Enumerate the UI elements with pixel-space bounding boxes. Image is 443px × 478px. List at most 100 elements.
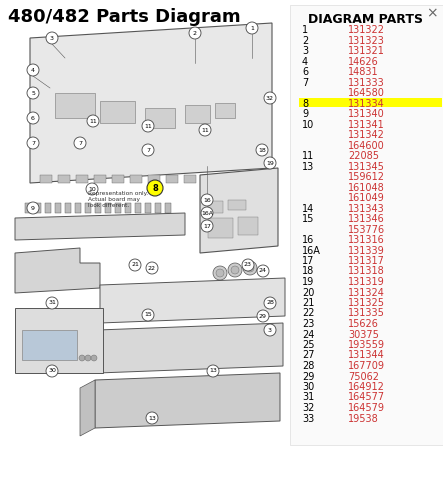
Circle shape	[216, 269, 224, 277]
Polygon shape	[98, 323, 283, 373]
Text: 7: 7	[31, 141, 35, 145]
Text: 30: 30	[48, 369, 56, 373]
Text: 13: 13	[148, 415, 156, 421]
Circle shape	[147, 180, 163, 196]
Text: 131316: 131316	[348, 235, 385, 245]
Text: 2: 2	[302, 35, 308, 45]
Circle shape	[85, 355, 91, 361]
Bar	[55, 203, 61, 213]
Circle shape	[86, 183, 98, 195]
Text: 164579: 164579	[348, 403, 385, 413]
Text: 23: 23	[244, 262, 252, 268]
Circle shape	[46, 297, 58, 309]
Bar	[299, 98, 442, 107]
Text: 11: 11	[89, 119, 97, 123]
Text: 13: 13	[302, 162, 314, 172]
Bar	[22, 330, 77, 360]
Circle shape	[264, 157, 276, 169]
Text: 2: 2	[193, 31, 197, 35]
Text: 7: 7	[302, 77, 308, 87]
Text: 5: 5	[31, 90, 35, 96]
Text: 30375: 30375	[348, 329, 379, 339]
Text: 23: 23	[302, 319, 315, 329]
Text: 28: 28	[266, 301, 274, 305]
Text: 9: 9	[31, 206, 35, 210]
Bar	[148, 175, 160, 183]
Text: 131345: 131345	[348, 162, 385, 172]
Bar	[55, 93, 95, 118]
Text: 6: 6	[302, 67, 308, 77]
Circle shape	[129, 259, 141, 271]
Circle shape	[27, 87, 39, 99]
Bar	[202, 175, 214, 183]
Text: 3: 3	[268, 327, 272, 333]
Polygon shape	[95, 373, 280, 428]
Bar	[76, 175, 88, 183]
Circle shape	[264, 92, 276, 104]
Circle shape	[201, 207, 213, 219]
Text: 10: 10	[302, 120, 314, 130]
Circle shape	[201, 194, 213, 206]
Text: 4: 4	[302, 56, 308, 66]
Text: 28: 28	[302, 361, 315, 371]
Text: 16A: 16A	[302, 246, 321, 256]
Bar	[185, 105, 210, 123]
Text: 17: 17	[302, 256, 315, 266]
Text: 164912: 164912	[348, 382, 385, 392]
Circle shape	[27, 137, 39, 149]
Bar	[94, 175, 106, 183]
Text: 131323: 131323	[348, 35, 385, 45]
Bar	[290, 5, 443, 445]
Text: 131318: 131318	[348, 267, 385, 276]
Text: 32: 32	[266, 96, 274, 100]
Bar	[238, 217, 258, 235]
Circle shape	[46, 32, 58, 44]
Text: 16A: 16A	[201, 210, 213, 216]
Circle shape	[207, 365, 219, 377]
Text: 131346: 131346	[348, 214, 385, 224]
Bar	[95, 203, 101, 213]
Text: 17: 17	[203, 224, 211, 228]
Bar	[75, 203, 81, 213]
Bar	[184, 175, 196, 183]
Text: 18: 18	[302, 267, 314, 276]
Bar	[125, 203, 131, 213]
Text: 31: 31	[48, 301, 56, 305]
Text: 480/482 Parts Diagram: 480/482 Parts Diagram	[8, 8, 241, 26]
Text: 22085: 22085	[348, 151, 379, 161]
Circle shape	[27, 64, 39, 76]
Text: 164577: 164577	[348, 392, 385, 402]
Text: 131342: 131342	[348, 130, 385, 140]
Text: 8: 8	[152, 184, 158, 193]
Text: 131340: 131340	[348, 109, 385, 119]
Text: 13: 13	[209, 369, 217, 373]
Text: 31: 31	[302, 392, 314, 402]
Circle shape	[257, 310, 269, 322]
Bar	[215, 103, 235, 118]
Bar	[25, 203, 31, 213]
Text: 161048: 161048	[348, 183, 385, 193]
Bar	[228, 200, 246, 210]
Circle shape	[201, 220, 213, 232]
Text: 19: 19	[266, 161, 274, 165]
Circle shape	[228, 263, 242, 277]
Bar	[208, 218, 233, 238]
Circle shape	[46, 365, 58, 377]
Text: 20: 20	[302, 287, 315, 297]
Text: 33: 33	[302, 413, 314, 424]
Bar	[115, 203, 121, 213]
Text: 19538: 19538	[348, 413, 379, 424]
Bar	[220, 175, 232, 183]
Circle shape	[142, 309, 154, 321]
Text: 75062: 75062	[348, 371, 379, 381]
Circle shape	[264, 324, 276, 336]
Text: 3: 3	[302, 46, 308, 56]
Text: Representation only.
Actual board may
look different.: Representation only. Actual board may lo…	[88, 191, 148, 207]
Circle shape	[242, 259, 254, 271]
Text: 167709: 167709	[348, 361, 385, 371]
Circle shape	[246, 264, 254, 272]
Text: 164580: 164580	[348, 88, 385, 98]
Circle shape	[146, 262, 158, 274]
Text: 14: 14	[302, 204, 314, 214]
Circle shape	[189, 27, 201, 39]
